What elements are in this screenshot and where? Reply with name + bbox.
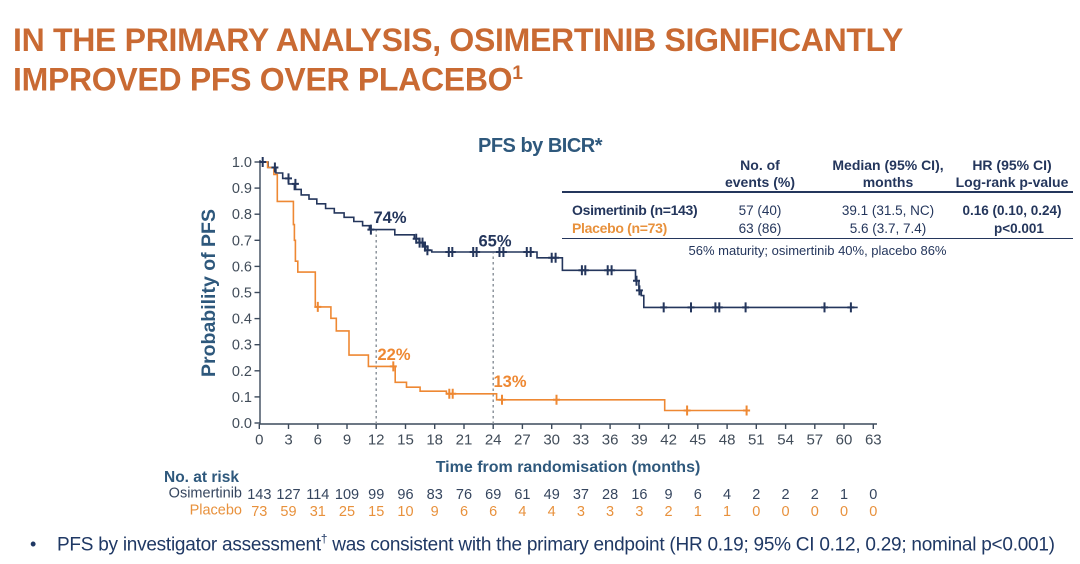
svg-text:59: 59 (280, 504, 296, 520)
svg-text:0.4: 0.4 (232, 312, 252, 328)
svg-text:1.0: 1.0 (232, 155, 252, 171)
svg-text:2: 2 (665, 504, 673, 520)
svg-text:48: 48 (719, 432, 736, 449)
svg-text:127: 127 (276, 487, 300, 503)
svg-text:0: 0 (811, 504, 819, 520)
svg-text:27: 27 (514, 432, 531, 449)
svg-text:60: 60 (836, 432, 853, 449)
svg-text:1: 1 (694, 504, 702, 520)
svg-text:0: 0 (869, 504, 877, 520)
svg-text:69: 69 (485, 487, 501, 503)
svg-text:0.7: 0.7 (232, 233, 252, 249)
svg-text:18: 18 (426, 432, 443, 449)
svg-text:36: 36 (602, 432, 619, 449)
svg-text:74%: 74% (373, 209, 406, 227)
svg-text:4: 4 (518, 504, 526, 520)
svg-text:0: 0 (840, 504, 848, 520)
svg-text:12: 12 (368, 432, 385, 449)
svg-text:57: 57 (806, 432, 823, 449)
svg-text:0.9: 0.9 (232, 181, 252, 197)
svg-text:0: 0 (782, 504, 790, 520)
svg-text:0: 0 (255, 432, 263, 449)
svg-text:0.0: 0.0 (232, 416, 252, 432)
svg-text:109: 109 (335, 487, 359, 503)
svg-text:22%: 22% (377, 346, 410, 364)
svg-text:28: 28 (602, 487, 618, 503)
svg-text:9: 9 (431, 504, 439, 520)
svg-text:63: 63 (865, 432, 882, 449)
svg-text:15: 15 (397, 432, 414, 449)
svg-text:16: 16 (631, 487, 647, 503)
svg-text:Placebo: Placebo (190, 503, 242, 519)
svg-text:65%: 65% (478, 233, 511, 251)
svg-text:61: 61 (514, 487, 530, 503)
svg-text:9: 9 (343, 432, 351, 449)
svg-text:4: 4 (723, 487, 731, 503)
svg-text:13%: 13% (493, 373, 526, 391)
svg-text:45: 45 (689, 432, 706, 449)
svg-text:31: 31 (310, 504, 326, 520)
svg-text:0.6: 0.6 (232, 259, 252, 275)
svg-text:0: 0 (869, 487, 877, 503)
svg-text:0.5: 0.5 (232, 286, 252, 302)
svg-text:39: 39 (631, 432, 648, 449)
svg-text:51: 51 (748, 432, 765, 449)
svg-text:6: 6 (489, 504, 497, 520)
svg-text:9: 9 (665, 487, 673, 503)
svg-text:No. at risk: No. at risk (164, 469, 239, 486)
svg-text:0.3: 0.3 (232, 338, 252, 354)
svg-text:83: 83 (427, 487, 443, 503)
svg-text:1: 1 (840, 487, 848, 503)
svg-text:21: 21 (456, 432, 473, 449)
svg-text:3: 3 (577, 504, 585, 520)
svg-text:0.8: 0.8 (232, 207, 252, 223)
svg-text:25: 25 (339, 504, 355, 520)
svg-text:4: 4 (548, 504, 556, 520)
svg-text:49: 49 (544, 487, 560, 503)
svg-text:3: 3 (635, 504, 643, 520)
svg-text:3: 3 (284, 432, 292, 449)
svg-text:30: 30 (543, 432, 560, 449)
svg-text:37: 37 (573, 487, 589, 503)
svg-text:15: 15 (368, 504, 384, 520)
svg-text:2: 2 (811, 487, 819, 503)
svg-text:54: 54 (777, 432, 794, 449)
svg-text:33: 33 (573, 432, 590, 449)
svg-text:0.2: 0.2 (232, 364, 252, 380)
svg-text:99: 99 (368, 487, 384, 503)
svg-text:0.1: 0.1 (232, 390, 252, 406)
svg-text:6: 6 (460, 504, 468, 520)
svg-text:96: 96 (397, 487, 413, 503)
svg-text:114: 114 (306, 487, 329, 503)
svg-text:0: 0 (752, 504, 760, 520)
svg-text:Time from randomisation (month: Time from randomisation (months) (436, 459, 701, 476)
svg-text:3: 3 (606, 504, 614, 520)
svg-text:1: 1 (723, 504, 731, 520)
svg-text:24: 24 (485, 432, 502, 449)
svg-text:6: 6 (314, 432, 322, 449)
svg-text:6: 6 (694, 487, 702, 503)
svg-text:73: 73 (251, 504, 267, 520)
svg-text:2: 2 (752, 487, 760, 503)
svg-text:2: 2 (782, 487, 790, 503)
svg-text:143: 143 (247, 487, 271, 503)
svg-text:76: 76 (456, 487, 472, 503)
svg-text:Osimertinib: Osimertinib (169, 486, 242, 502)
svg-text:Probability of PFS: Probability of PFS (198, 209, 220, 377)
svg-text:10: 10 (397, 504, 413, 520)
svg-text:42: 42 (660, 432, 677, 449)
